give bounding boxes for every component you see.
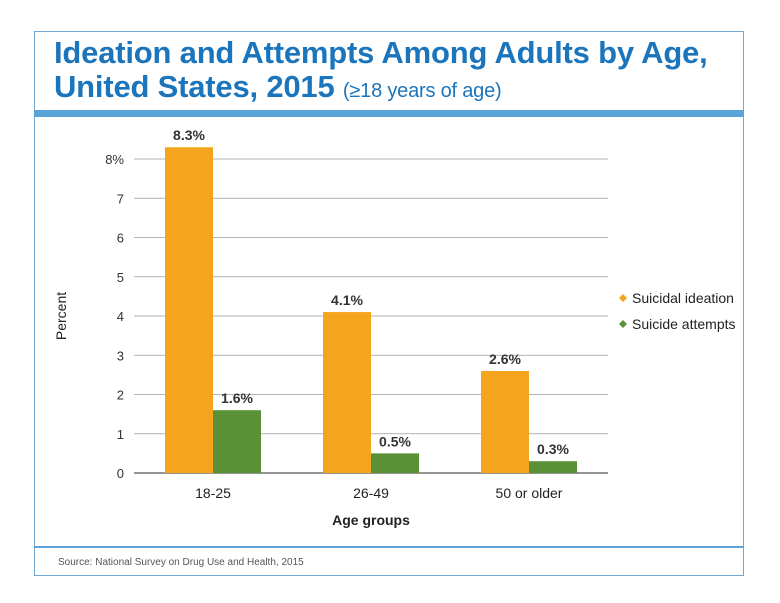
bar-attempts [529,461,577,473]
y-tick-label: 1 [117,427,124,442]
bar-ideation [481,370,529,473]
x-tick-label: 50 or older [496,485,563,501]
title-main: Ideation and Attempts Among Adults by Ag… [54,35,708,104]
y-tick-label: 7 [117,191,124,206]
y-axis-title: Percent [53,292,69,340]
bar-attempts [371,453,419,473]
y-tick-label: 3 [117,348,124,363]
legend-label: Suicide attempts [632,316,736,332]
title-block: Ideation and Attempts Among Adults by Ag… [54,36,734,108]
bottom-divider [34,546,744,548]
y-tick-label: 2 [117,388,124,403]
bar-attempts [213,410,261,473]
source-note: Source: National Survey on Drug Use and … [58,557,304,568]
data-label: 1.6% [221,390,253,406]
top-divider [34,110,744,117]
legend-marker [619,294,627,302]
chart-frame [34,31,744,576]
y-tick-label: 0 [117,466,124,481]
data-label: 8.3% [173,127,205,143]
y-tick-label: 4 [117,309,124,324]
data-label: 0.3% [537,441,569,457]
page-title: Ideation and Attempts Among Adults by Ag… [54,36,734,108]
x-tick-label: 18-25 [195,485,231,501]
legend-marker [619,320,627,328]
y-tick-label: 8% [105,152,124,167]
bar-ideation [323,312,371,473]
legend-label: Suicidal ideation [632,290,734,306]
x-axis-title: Age groups [332,512,410,528]
y-tick-label: 6 [117,231,124,246]
x-tick-label: 26-49 [353,485,389,501]
data-label: 0.5% [379,433,411,449]
data-label: 4.1% [331,292,363,308]
data-label: 2.6% [489,351,521,367]
y-tick-label: 5 [117,270,124,285]
title-subtitle: (≥18 years of age) [342,80,502,102]
bar-ideation [165,147,213,473]
